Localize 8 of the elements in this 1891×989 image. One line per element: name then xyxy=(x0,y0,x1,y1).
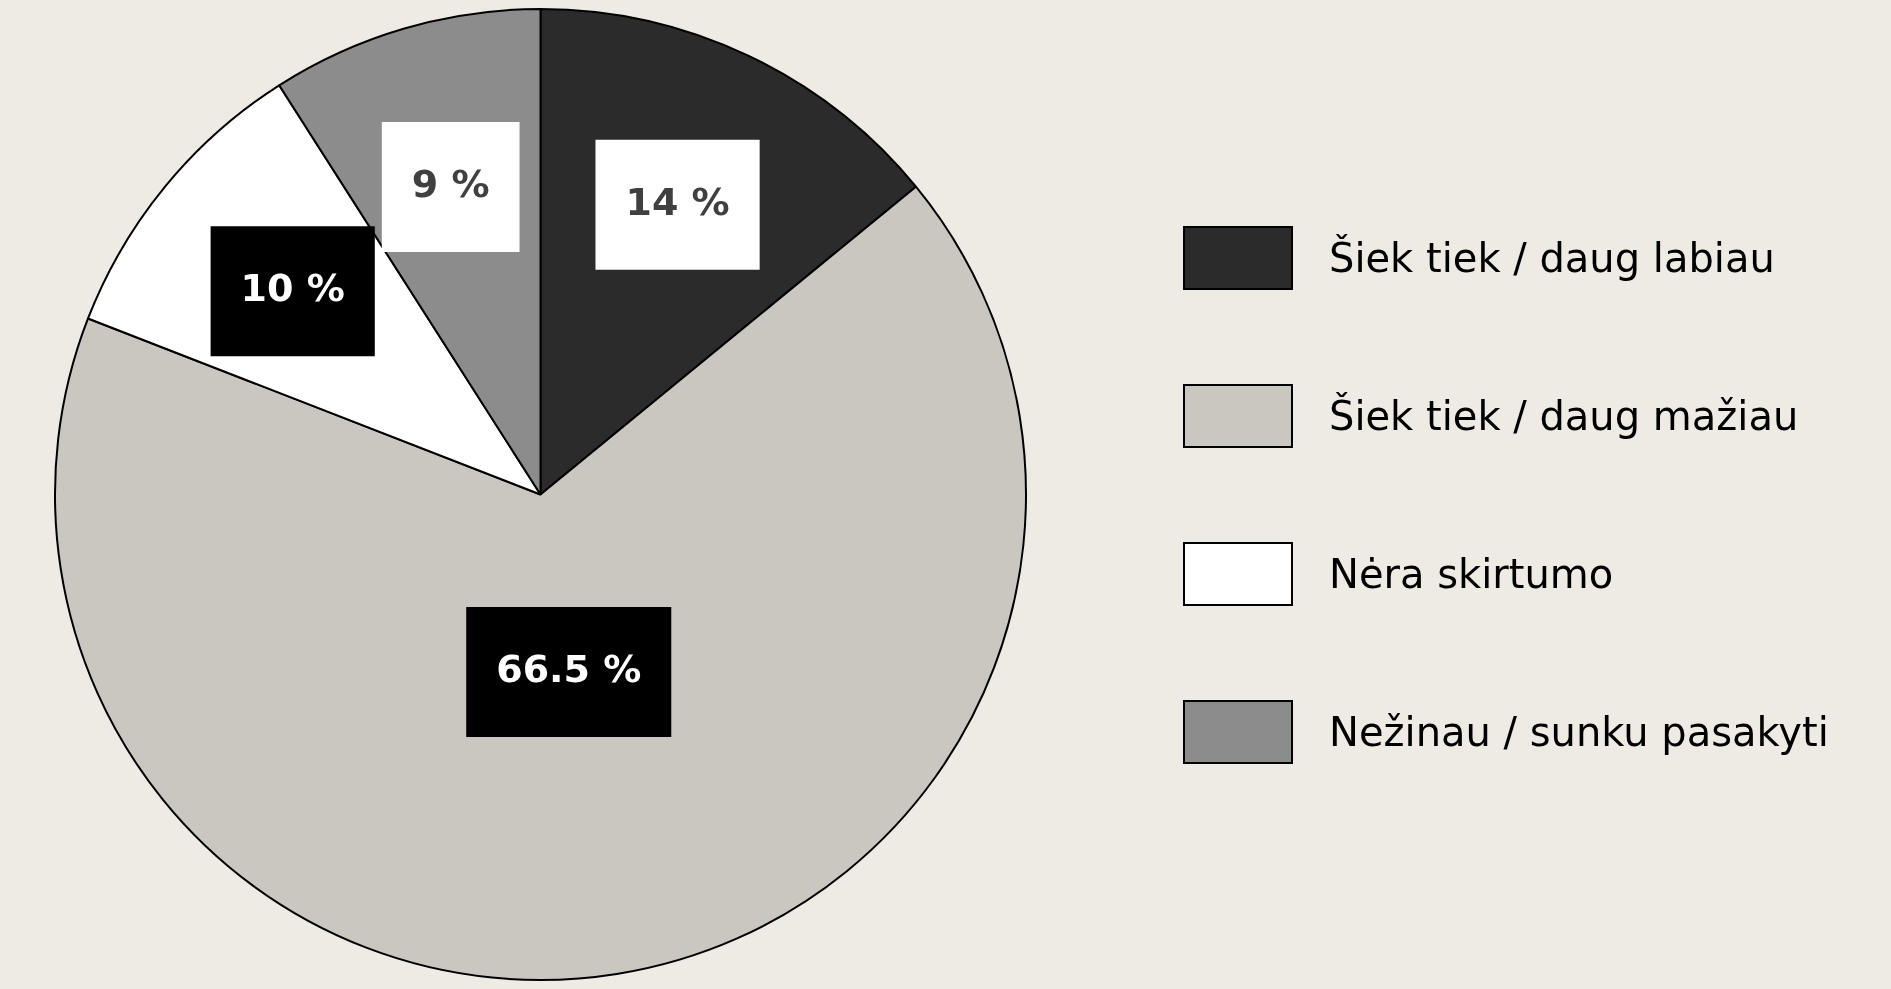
data-label: 9 % xyxy=(411,161,490,206)
legend-label: Nežinau / sunku pasakyti xyxy=(1329,708,1829,755)
data-label: 10 % xyxy=(240,266,345,311)
data-label: 66.5 % xyxy=(496,646,642,691)
legend-label: Šiek tiek / daug mažiau xyxy=(1329,392,1799,439)
legend-label: Šiek tiek / daug labiau xyxy=(1329,234,1775,281)
legend-label: Nėra skirtumo xyxy=(1329,550,1614,597)
data-label: 14 % xyxy=(625,179,730,224)
